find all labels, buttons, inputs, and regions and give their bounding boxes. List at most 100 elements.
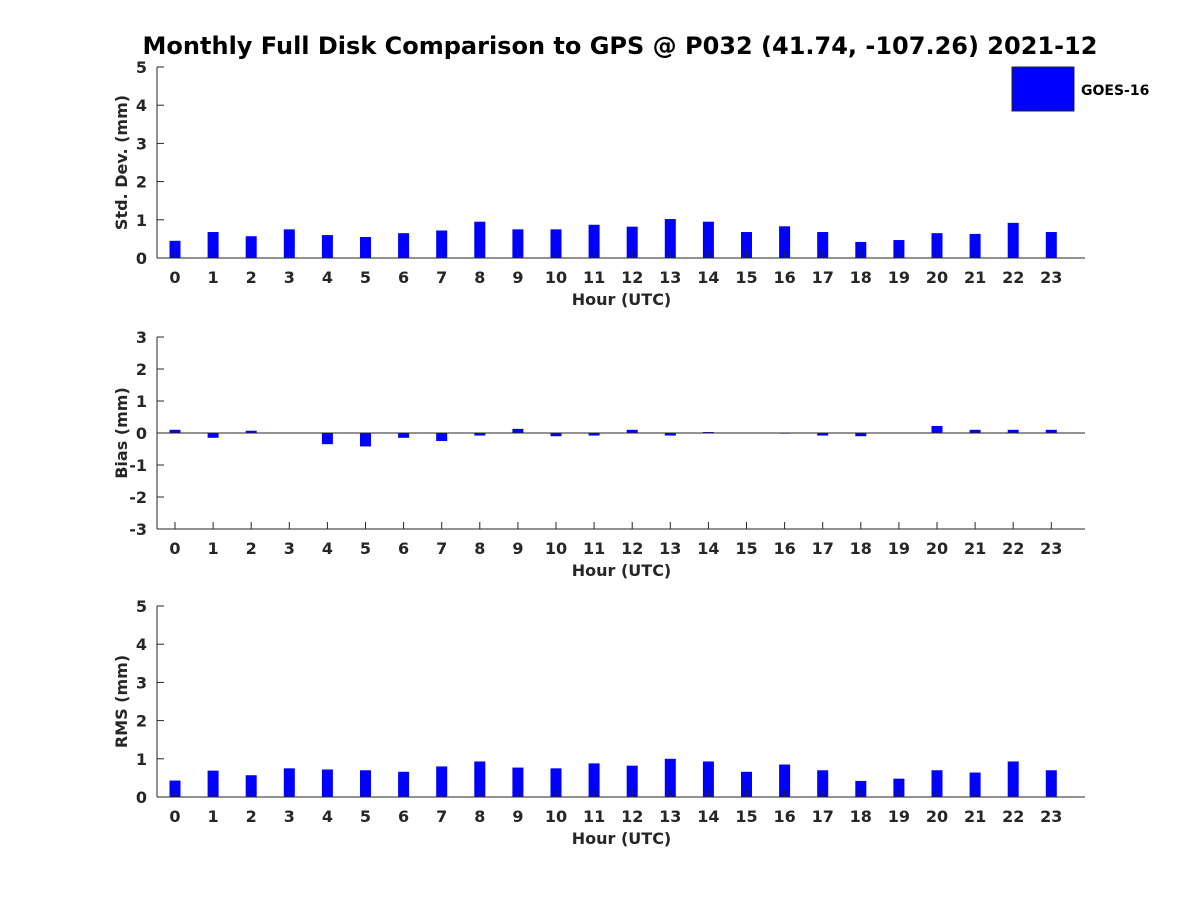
- y-tick-label: -3: [129, 520, 147, 539]
- bar-hour-11: [588, 763, 600, 797]
- x-tick-label: 15: [735, 807, 757, 826]
- bar-hour-1: [207, 770, 219, 797]
- x-tick-label: 8: [474, 268, 485, 287]
- x-tick-label: 0: [169, 807, 180, 826]
- bar-hour-17: [817, 232, 829, 258]
- bar-hour-12: [626, 429, 638, 433]
- bar-hour-22: [1007, 761, 1019, 797]
- x-tick-label: 22: [1002, 268, 1024, 287]
- x-tick-label: 11: [583, 539, 605, 558]
- x-tick-label: 23: [1040, 807, 1062, 826]
- x-tick-label: 13: [659, 807, 681, 826]
- y-tick-label: 4: [136, 635, 147, 654]
- bar-hour-3: [283, 768, 295, 797]
- x-tick-label: 6: [398, 268, 409, 287]
- x-tick-label: 3: [284, 268, 295, 287]
- x-tick-label: 5: [360, 539, 371, 558]
- x-tick-label: 23: [1040, 539, 1062, 558]
- bar-hour-6: [398, 433, 410, 438]
- bar-hour-7: [436, 230, 448, 258]
- bar-hour-12: [626, 765, 638, 797]
- bar-hour-20: [931, 770, 943, 797]
- bar-hour-2: [245, 236, 257, 258]
- x-tick-label: 19: [888, 268, 910, 287]
- x-tick-label: 18: [850, 268, 872, 287]
- x-tick-label: 21: [964, 539, 986, 558]
- x-tick-label: 12: [621, 268, 643, 287]
- bar-hour-10: [550, 768, 562, 797]
- bar-hour-21: [969, 233, 981, 258]
- bar-hour-1: [207, 232, 219, 258]
- x-tick-label: 19: [888, 807, 910, 826]
- x-tick-label: 16: [773, 807, 795, 826]
- x-tick-label: 17: [812, 268, 834, 287]
- x-tick-label: 15: [735, 268, 757, 287]
- x-tick-label: 7: [436, 807, 447, 826]
- x-tick-label: 7: [436, 539, 447, 558]
- x-tick-label: 4: [322, 807, 333, 826]
- x-tick-label: 5: [360, 807, 371, 826]
- x-tick-label: 14: [697, 807, 719, 826]
- x-tick-label: 18: [850, 539, 872, 558]
- x-tick-label: 4: [322, 268, 333, 287]
- bar-hour-14: [702, 221, 714, 258]
- bar-hour-22: [1007, 429, 1019, 433]
- x-tick-label: 9: [512, 268, 523, 287]
- y-tick-label: 5: [136, 58, 147, 77]
- x-tick-label: 20: [926, 268, 948, 287]
- y-tick-label: 4: [136, 96, 147, 115]
- figure-title: Monthly Full Disk Comparison to GPS @ P0…: [143, 32, 1098, 60]
- bar-hour-9: [512, 767, 524, 797]
- x-tick-label: 23: [1040, 268, 1062, 287]
- y-tick-label: 1: [136, 750, 147, 769]
- x-tick-label: 5: [360, 268, 371, 287]
- x-tick-label: 10: [545, 539, 567, 558]
- x-tick-label: 10: [545, 807, 567, 826]
- bar-hour-1: [207, 433, 219, 438]
- bar-hour-16: [779, 226, 791, 258]
- bar-hour-18: [855, 241, 867, 258]
- bar-hour-7: [436, 766, 448, 797]
- bar-hour-8: [474, 761, 486, 797]
- y-tick-label: -1: [129, 456, 147, 475]
- bar-hour-5: [360, 770, 371, 797]
- bar-hour-21: [969, 772, 981, 797]
- bar-hour-11: [588, 224, 600, 258]
- bar-hour-5: [360, 433, 371, 447]
- x-tick-label: 2: [246, 807, 257, 826]
- bar-hour-2: [245, 430, 257, 433]
- y-tick-label: 5: [136, 597, 147, 616]
- y-axis-label: RMS (mm): [112, 655, 131, 748]
- y-axis-label: Bias (mm): [112, 387, 131, 479]
- x-axis-label: Hour (UTC): [572, 290, 672, 309]
- bar-hour-4: [321, 235, 333, 258]
- x-tick-label: 0: [169, 268, 180, 287]
- x-tick-label: 14: [697, 268, 719, 287]
- bar-hour-0: [169, 780, 181, 797]
- y-tick-label: 0: [136, 424, 147, 443]
- legend-swatch: [1011, 66, 1075, 112]
- x-tick-label: 17: [812, 807, 834, 826]
- legend: GOES-16: [1011, 66, 1149, 112]
- y-tick-label: 2: [136, 173, 147, 192]
- x-tick-label: 12: [621, 539, 643, 558]
- bar-hour-0: [169, 429, 181, 433]
- x-tick-label: 0: [169, 539, 180, 558]
- x-tick-label: 21: [964, 807, 986, 826]
- x-tick-label: 3: [284, 539, 295, 558]
- bar-hour-23: [1045, 232, 1057, 258]
- bar-hour-19: [893, 240, 905, 258]
- x-tick-label: 22: [1002, 539, 1024, 558]
- x-tick-label: 14: [697, 539, 719, 558]
- bar-hour-18: [855, 433, 867, 437]
- x-tick-label: 21: [964, 268, 986, 287]
- y-tick-label: 3: [136, 134, 147, 153]
- x-tick-label: 12: [621, 807, 643, 826]
- x-tick-label: 8: [474, 539, 485, 558]
- bar-hour-17: [817, 770, 829, 797]
- x-tick-label: 11: [583, 807, 605, 826]
- x-tick-label: 22: [1002, 807, 1024, 826]
- bar-hour-0: [169, 240, 181, 258]
- bar-hour-22: [1007, 222, 1019, 258]
